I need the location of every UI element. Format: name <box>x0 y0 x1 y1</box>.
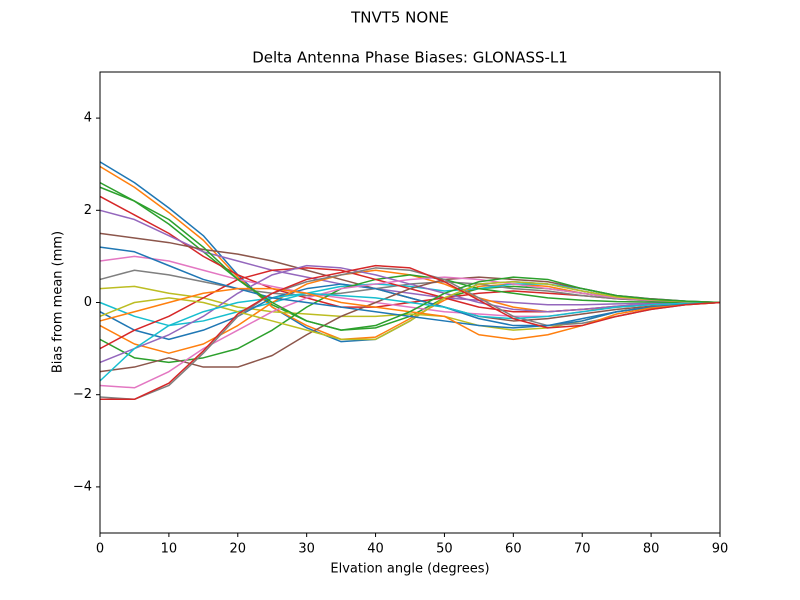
series-line <box>99 292 721 382</box>
suptitle: TNVT5 NONE <box>350 9 449 27</box>
x-tick-label: 70 <box>574 542 591 557</box>
series-line <box>99 264 721 364</box>
series-line <box>99 209 721 306</box>
series-line <box>99 276 721 373</box>
x-axis-label: Elvation angle (degrees) <box>330 562 489 577</box>
chart-title: Delta Antenna Phase Biases: GLONASS-L1 <box>252 49 568 67</box>
series-line <box>99 246 721 329</box>
x-tick-label: 90 <box>712 542 729 557</box>
y-axis-label: Bias from mean (mm) <box>51 231 66 373</box>
x-tick-label: 40 <box>367 542 384 557</box>
series-line <box>99 281 721 341</box>
series-line <box>99 276 721 389</box>
x-tick-label: 20 <box>230 542 247 557</box>
y-tick-label: 4 <box>84 111 92 126</box>
y-tick-label: 2 <box>84 203 92 218</box>
x-tick-label: 0 <box>96 542 104 557</box>
x-tick-label: 80 <box>643 542 660 557</box>
x-tick-label: 60 <box>505 542 522 557</box>
x-tick-label: 10 <box>161 542 178 557</box>
series-line <box>99 195 721 308</box>
y-tick-label: −2 <box>73 387 92 402</box>
y-tick-label: −4 <box>73 479 92 494</box>
x-tick-label: 30 <box>298 542 315 557</box>
x-tick-label: 50 <box>436 542 453 557</box>
y-tick-label: 0 <box>84 295 92 310</box>
series-line <box>99 274 720 364</box>
series-line <box>100 264 721 401</box>
series-line <box>99 186 721 331</box>
